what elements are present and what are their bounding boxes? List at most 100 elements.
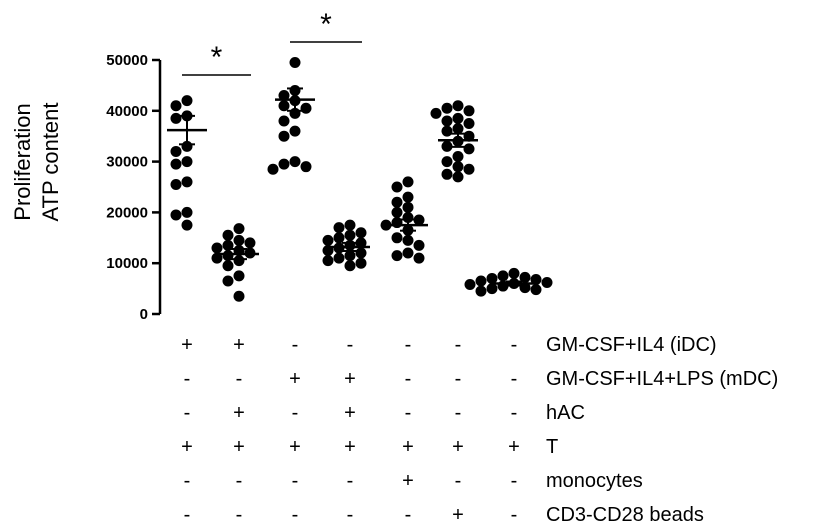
condition-sign: -: [405, 368, 412, 390]
condition-sign: +: [289, 436, 301, 458]
condition-sign: -: [405, 334, 412, 356]
data-point: [402, 176, 414, 188]
data-point: [170, 209, 182, 221]
condition-sign: -: [184, 470, 191, 492]
data-point: [380, 219, 392, 231]
condition-row-label: T: [546, 436, 558, 458]
data-point: [233, 234, 245, 246]
condition-sign: +: [233, 436, 245, 458]
data-point: [441, 156, 453, 168]
data-point: [211, 252, 223, 264]
condition-sign: -: [511, 470, 518, 492]
data-point: [452, 151, 464, 163]
data-point: [413, 214, 425, 226]
data-point: [233, 223, 245, 235]
data-point: [355, 227, 367, 239]
y-tick-label: 0: [140, 306, 148, 323]
condition-sign: +: [181, 334, 193, 356]
condition-sign: -: [347, 470, 354, 492]
y-tick-label: 40000: [106, 103, 148, 120]
data-point: [289, 156, 301, 168]
condition-table: + + - - - - - GM-CSF+IL4 (iDC) - - + + - - - GM-CSF+IL4…: [181, 334, 778, 526]
data-point: [463, 163, 475, 175]
data-point: [475, 285, 487, 297]
data-point: [391, 206, 403, 218]
data-point: [344, 250, 356, 262]
condition-sign: +: [344, 368, 356, 390]
data-point: [497, 270, 509, 282]
data-point: [402, 201, 414, 213]
condition-sign: -: [292, 334, 299, 356]
condition-sign: -: [405, 402, 412, 424]
data-point: [170, 178, 182, 190]
condition-sign: -: [455, 470, 462, 492]
data-point: [452, 171, 464, 183]
data-point: [170, 112, 182, 124]
data-point: [530, 273, 542, 285]
data-point: [475, 275, 487, 287]
condition-sign: -: [455, 368, 462, 390]
data-point: [452, 100, 464, 112]
y-axis-label: ATP content: [38, 102, 63, 221]
condition-sign: -: [184, 504, 191, 526]
condition-sign: -: [184, 368, 191, 390]
data-point: [441, 102, 453, 114]
data-point: [486, 283, 498, 295]
data-point: [344, 229, 356, 241]
condition-row-label: hAC: [546, 402, 585, 424]
condition-sign: +: [344, 436, 356, 458]
significance-star: *: [211, 41, 223, 74]
data-point: [233, 290, 245, 302]
condition-row-label: monocytes: [546, 470, 643, 492]
condition-sign: +: [233, 334, 245, 356]
condition-sign: -: [292, 504, 299, 526]
condition-sign: +: [289, 368, 301, 390]
condition-row-label: GM-CSF+IL4 (iDC): [546, 334, 717, 356]
data-point: [519, 271, 531, 283]
data-point: [452, 123, 464, 135]
significance-brackets: **: [182, 8, 362, 76]
data-point: [181, 219, 193, 231]
condition-sign: -: [236, 470, 243, 492]
y-axis-title: Proliferation ATP content: [10, 102, 63, 221]
y-tick-label: 20000: [106, 204, 148, 221]
data-point: [344, 260, 356, 272]
condition-sign: -: [405, 504, 412, 526]
condition-sign: +: [402, 470, 414, 492]
y-tick-label: 10000: [106, 255, 148, 272]
data-point: [244, 237, 256, 249]
data-point: [170, 100, 182, 112]
data-point: [430, 107, 442, 119]
significance-star: *: [320, 8, 332, 41]
condition-sign: -: [511, 504, 518, 526]
data-point: [441, 140, 453, 152]
data-point: [181, 206, 193, 218]
data-point: [278, 90, 290, 102]
data-point: [333, 252, 345, 264]
data-points: [170, 57, 553, 302]
condition-sign: -: [511, 334, 518, 356]
condition-sign: +: [344, 402, 356, 424]
condition-sign: +: [402, 436, 414, 458]
data-point: [289, 57, 301, 69]
data-point: [391, 196, 403, 208]
data-point: [541, 277, 553, 289]
data-point: [355, 247, 367, 259]
data-point: [530, 284, 542, 296]
condition-sign: -: [292, 402, 299, 424]
data-point: [222, 239, 234, 251]
data-point: [222, 260, 234, 272]
data-point: [391, 232, 403, 244]
data-point: [181, 176, 193, 188]
data-point: [233, 255, 245, 267]
condition-row-label: CD3-CD28 beads: [546, 504, 704, 526]
data-point: [211, 242, 223, 254]
condition-sign: +: [452, 436, 464, 458]
y-axis: 0 10000 20000 30000 40000 50000: [106, 52, 162, 323]
data-point: [300, 161, 312, 173]
data-point: [452, 112, 464, 124]
data-point: [278, 100, 290, 112]
data-point: [181, 156, 193, 168]
condition-sign: -: [455, 402, 462, 424]
